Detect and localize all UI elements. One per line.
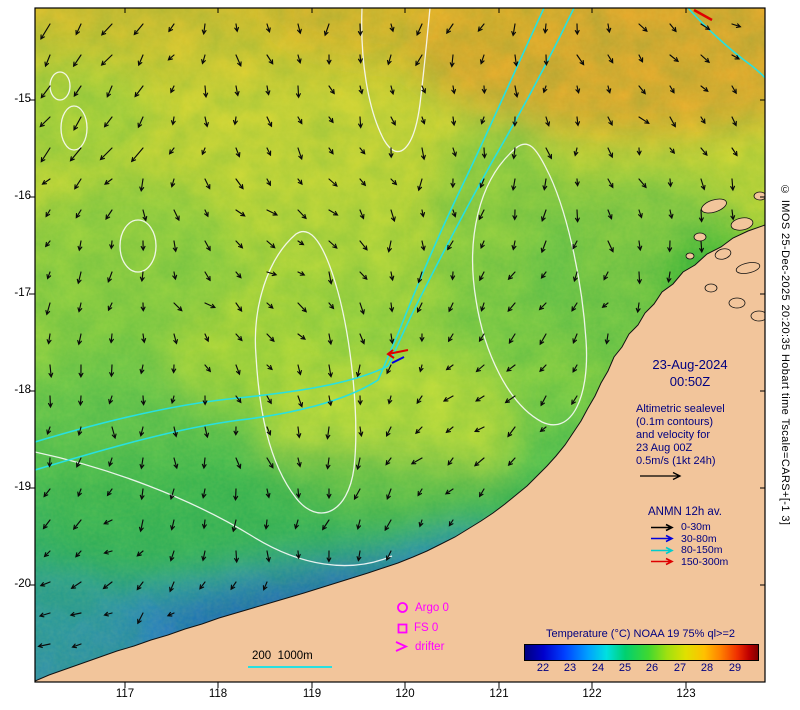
colorbar-tick: 29 [728,662,742,674]
land-mass [35,191,765,682]
anmn-arrow-icon [651,523,674,531]
x-axis-label: 123 [676,688,696,700]
y-axis-label: -20 [14,578,31,590]
annotation-line: 0.5m/s (1kt 24h) [636,455,716,467]
colorbar-tick: 22 [536,662,550,674]
anmn-legend-item: 30-80m [650,533,717,545]
altimetric-sealevel-contours [35,8,588,567]
drifter-legend-item: drifter [393,640,444,653]
anmn-legend-item: 80-150m [650,544,722,556]
anmn-depth-label: 150-300m [681,555,729,568]
time-label: 00:50Z [669,374,711,389]
colorbar-tick: 26 [645,662,659,674]
x-axis-label: 119 [302,688,322,700]
y-axis-label: -19 [14,481,31,493]
anmn-arrow-icon [651,546,674,554]
argo-symbol-icon [397,602,408,613]
anmn-depth-label: 80-150m [681,544,723,556]
annotation-line: Altimetric sealevel [636,403,725,415]
islands [685,191,765,322]
fs-symbol-icon [397,623,408,633]
x-axis-label: 117 [115,688,135,700]
fs-label: FS 0 [414,622,439,634]
bathymetry-contours [35,8,765,471]
date-label: 23-Aug-2024 [652,357,728,372]
y-axis-label: -17 [14,287,31,299]
y-axis-label: -15 [14,93,31,105]
mooring-vector-red [386,349,409,359]
watermark-text: © IMOS 25-Dec-2025 20:20:35 Hobart time … [779,184,791,526]
argo-label: Argo 0 [415,601,449,614]
y-axis-label: -16 [14,190,31,202]
velocity-scale-arrow-icon [640,471,682,481]
annotation-line: 23 Aug 00Z [636,442,693,454]
x-axis-label: 121 [489,688,509,700]
map-frame [34,7,766,683]
anmn-depth-label: 0-30m [681,521,711,533]
x-axis-label: 120 [395,688,415,700]
velocity-vector-field [37,23,742,649]
anmn-arrow-icon [651,534,674,543]
y-axis-label: -18 [14,384,31,396]
colorbar-tick: 25 [618,662,632,674]
colorbar-tick: 24 [591,662,605,674]
colorbar-title: Temperature (°C) NOAA 19 75% ql>=2 [545,628,736,640]
anmn-legend-item: 0-30m [650,521,711,533]
anmn-legend-item: 150-300m [650,556,728,568]
anmn-depth-label: 30-80m [681,532,717,545]
axis-ticks [29,8,765,688]
x-axis-label: 122 [582,688,602,700]
fs-legend-item: FS 0 [397,622,438,634]
anmn-arrow-icon [651,557,674,566]
colorbar-gradient [524,644,759,661]
colorbar-tick: 28 [700,662,714,674]
x-axis-label: 118 [208,688,228,700]
colorbar-tick: 27 [673,662,687,674]
drifter-label: drifter [415,640,445,653]
drifter-symbol-icon [395,641,409,652]
drifter-track-red [693,8,713,22]
isobath-legend-line [248,666,332,668]
coastline [35,224,765,682]
annotation-line: (0.1m contours) [636,416,714,428]
isobath-legend-label: 200 1000m [252,650,313,662]
argo-legend-item: Argo 0 [396,601,449,614]
anmn-legend-title: ANMN 12h av. [648,506,722,518]
mooring-vector-blue [391,356,405,364]
colorbar-tick: 23 [563,662,577,674]
annotation-line: and velocity for [636,429,710,441]
